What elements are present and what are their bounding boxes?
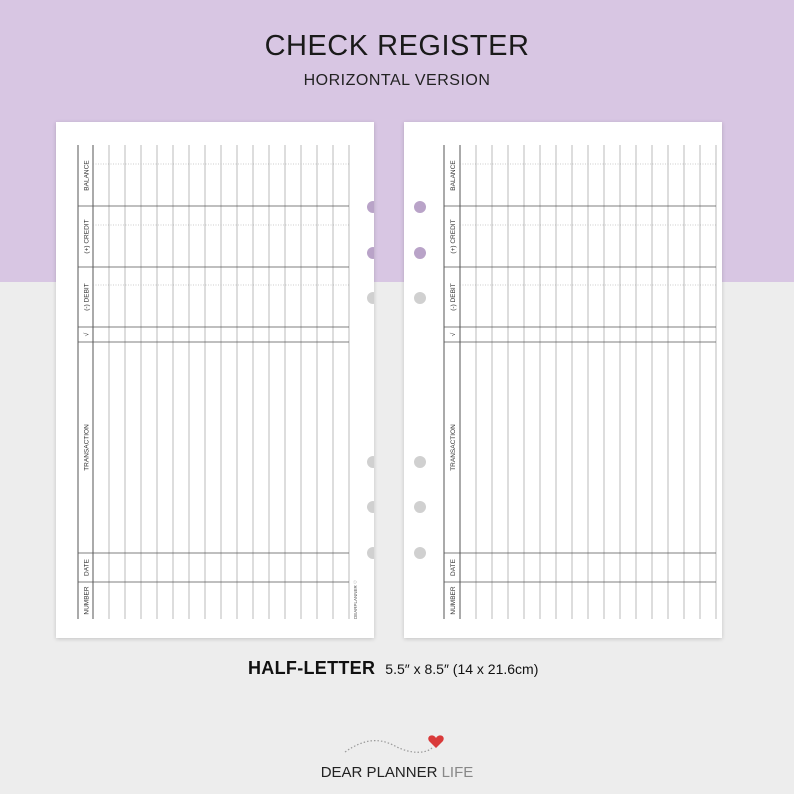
punch-hole-icon [367, 292, 374, 304]
column-label: DATE [450, 558, 457, 576]
column-label: NUMBER [450, 586, 457, 614]
page-subtitle: HORIZONTAL VERSION [303, 72, 491, 89]
size-dims: 5.5″ x 8.5″ (14 x 21.6cm) [385, 661, 539, 677]
footer-mark: DEARPLANNER ♡ [353, 579, 358, 619]
column-label: (-) DEBIT [84, 283, 91, 310]
size-label: HALF-LETTER 5.5″ x 8.5″ (14 x 21.6cm) [248, 658, 538, 679]
brand-main: DEAR PLANNER [320, 764, 438, 781]
column-label: TRANSACTION [450, 424, 457, 471]
punch-hole-icon [414, 547, 426, 559]
column-label: BALANCE [450, 160, 457, 191]
column-label: (+) CREDIT [450, 219, 457, 253]
punch-hole-icon [367, 547, 374, 559]
punch-hole-icon [414, 456, 426, 468]
column-label: √ [83, 332, 91, 336]
page-title: CHECK REGISTER [264, 30, 530, 62]
planner-page-left: BALANCE (+) CREDIT (-) DEBIT √ TRANSACTION DA… [56, 122, 374, 638]
punch-hole-icon [414, 247, 426, 259]
register-grid: BALANCE (+) CREDIT (-) DEBIT √ TRANSACTION DA… [414, 145, 717, 619]
punch-hole-icon [414, 201, 426, 213]
punch-hole-icon [367, 247, 374, 259]
column-label: TRANSACTION [84, 424, 91, 471]
brand-accent: LIFE [441, 764, 474, 781]
column-label: (+) CREDIT [84, 219, 91, 253]
register-grid: BALANCE (+) CREDIT (-) DEBIT √ TRANSACTION DA… [77, 145, 374, 619]
column-label: DATE [84, 558, 91, 576]
punch-hole-icon [367, 501, 374, 513]
punch-hole-icon [414, 501, 426, 513]
column-label: √ [449, 332, 457, 336]
brand-name: DEAR PLANNER LIFE [0, 764, 794, 781]
column-label: BALANCE [84, 160, 91, 191]
column-label: NUMBER [84, 586, 91, 614]
punch-hole-icon [367, 201, 374, 213]
planner-page-right: BALANCE (+) CREDIT (-) DEBIT √ TRANSACTION DA… [404, 122, 722, 638]
punch-hole-icon [367, 456, 374, 468]
punch-hole-icon [414, 292, 426, 304]
column-label: (-) DEBIT [450, 283, 457, 310]
heart-logo-icon [344, 735, 444, 753]
size-name: HALF-LETTER [248, 658, 376, 678]
